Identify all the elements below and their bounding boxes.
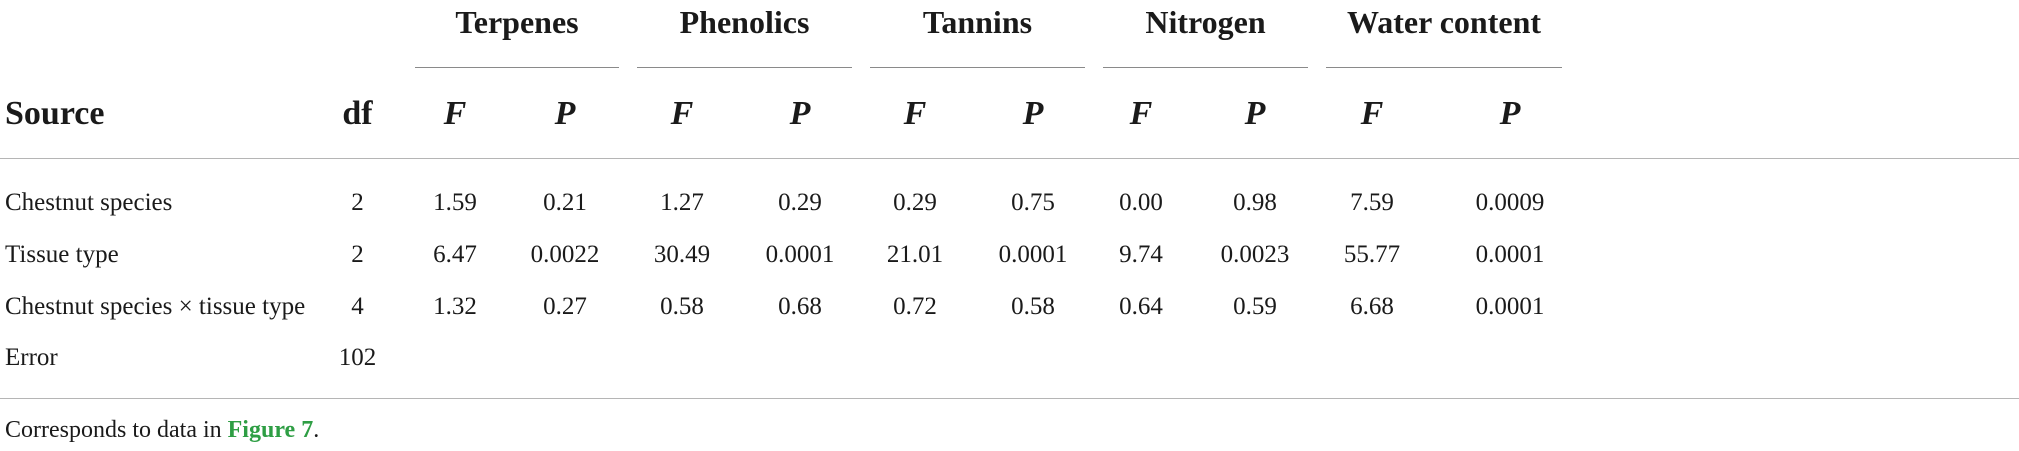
footnote-suffix: .	[313, 417, 320, 443]
value-cell: 0.0001	[1475, 293, 1545, 320]
value-cell: 55.77	[1343, 241, 1401, 268]
value-cell: 0.58	[1011, 293, 1055, 320]
value-cell: 6.47	[433, 241, 477, 268]
column-header-tannins-f: F	[903, 95, 927, 132]
value-cell: 0.98	[1233, 189, 1277, 216]
group-header-water-content: Water content	[1346, 4, 1542, 40]
row-df-cell: 102	[338, 344, 377, 371]
value-cell: 1.27	[660, 189, 704, 216]
value-cell: 0.29	[778, 189, 822, 216]
table-footnote: Corresponds to data in Figure 7.	[5, 412, 319, 448]
value-cell: 0.64	[1119, 293, 1163, 320]
group-header-terpenes: Terpenes	[455, 4, 579, 40]
value-cell: 21.01	[886, 241, 944, 268]
value-cell: 0.0009	[1475, 189, 1545, 216]
value-cell: 0.27	[543, 293, 587, 320]
group-header-nitrogen: Nitrogen	[1145, 4, 1266, 40]
column-header-phenolics-f: F	[670, 95, 694, 132]
column-header-terpenes-p: P	[554, 95, 576, 132]
row-df-cell: 2	[351, 241, 364, 268]
column-header-df: df	[342, 95, 373, 132]
value-cell: 0.00	[1119, 189, 1163, 216]
value-cell: 7.59	[1350, 189, 1394, 216]
column-header-nitrogen-p: P	[1244, 95, 1266, 132]
group-header-phenolics: Phenolics	[679, 4, 810, 40]
value-cell: 0.0001	[765, 241, 835, 268]
group-rule-terpenes	[415, 67, 619, 68]
figure-7-link[interactable]: Figure 7	[227, 417, 314, 443]
value-cell: 0.21	[543, 189, 587, 216]
value-cell: 0.0023	[1220, 241, 1290, 268]
group-header-tannins: Tannins	[922, 4, 1033, 40]
footnote-prefix: Corresponds to data in	[5, 417, 228, 443]
value-cell: 6.68	[1350, 293, 1394, 320]
column-header-terpenes-f: F	[443, 95, 467, 132]
header-rule	[0, 158, 2019, 159]
value-cell: 0.72	[893, 293, 937, 320]
value-cell: 0.0001	[998, 241, 1068, 268]
group-rule-water-content	[1326, 67, 1562, 68]
group-rule-phenolics	[637, 67, 852, 68]
row-df-cell: 2	[351, 189, 364, 216]
value-cell: 0.68	[778, 293, 822, 320]
value-cell: 0.0001	[1475, 241, 1545, 268]
value-cell: 30.49	[653, 241, 711, 268]
column-header-water-content-f: F	[1360, 95, 1384, 132]
column-header-tannins-p: P	[1022, 95, 1044, 132]
value-cell: 0.75	[1011, 189, 1055, 216]
row-source-cell: Tissue type	[5, 241, 119, 268]
value-cell: 0.29	[893, 189, 937, 216]
column-header-water-content-p: P	[1499, 95, 1521, 132]
row-source-cell: Chestnut species	[5, 189, 173, 216]
value-cell: 0.0022	[530, 241, 600, 268]
group-rule-tannins	[870, 67, 1085, 68]
column-header-source: Source	[5, 95, 105, 132]
row-source-cell: Error	[5, 344, 58, 371]
value-cell: 0.58	[660, 293, 704, 320]
table-bottom-rule	[0, 398, 2019, 399]
column-header-nitrogen-f: F	[1129, 95, 1153, 132]
value-cell: 1.59	[433, 189, 477, 216]
column-header-phenolics-p: P	[789, 95, 811, 132]
value-cell: 1.32	[433, 293, 477, 320]
group-rule-nitrogen	[1103, 67, 1308, 68]
value-cell: 9.74	[1119, 241, 1163, 268]
value-cell: 0.59	[1233, 293, 1277, 320]
row-source-cell: Chestnut species × tissue type	[5, 293, 306, 320]
row-df-cell: 4	[351, 293, 364, 320]
